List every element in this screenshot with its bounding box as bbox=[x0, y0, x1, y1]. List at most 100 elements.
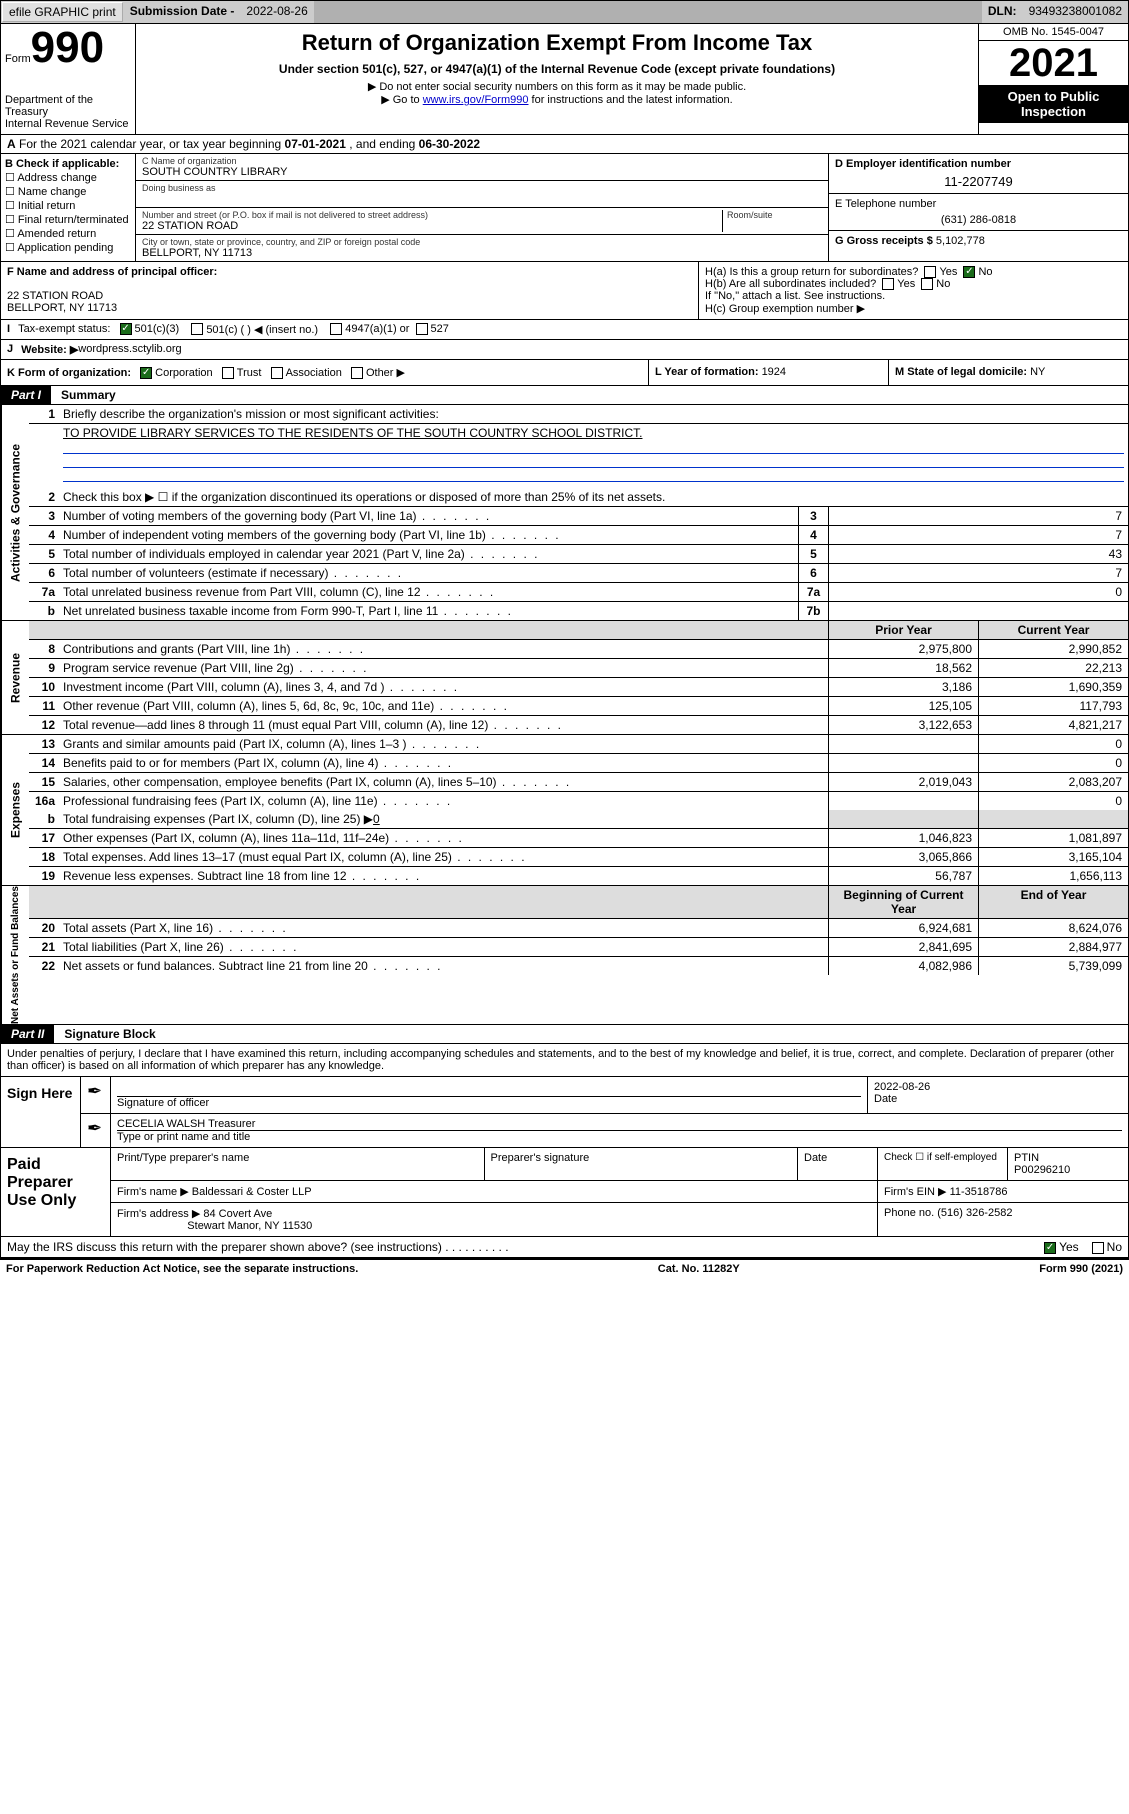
tax-exempt-label: Tax-exempt status: bbox=[18, 323, 110, 335]
declaration-text: Under penalties of perjury, I declare th… bbox=[0, 1044, 1129, 1077]
chk-initial-return[interactable]: ☐ Initial return bbox=[5, 199, 131, 212]
firm-addr2: Stewart Manor, NY 11530 bbox=[187, 1220, 312, 1232]
ha-no-checkbox[interactable]: ✓ bbox=[963, 266, 975, 278]
website-label: Website: ▶ bbox=[21, 343, 78, 356]
signature-date: 2022-08-26 bbox=[874, 1081, 1122, 1093]
form-id-block: Form990 Department of the Treasury Inter… bbox=[1, 24, 136, 134]
date-label: Date bbox=[874, 1093, 897, 1105]
officer-name-title: CECELIA WALSH Treasurer bbox=[117, 1118, 255, 1130]
section-net-assets: Net Assets or Fund Balances Beginning of… bbox=[0, 886, 1129, 1025]
chk-trust[interactable] bbox=[222, 367, 234, 379]
city-state-zip: BELLPORT, NY 11713 bbox=[142, 247, 822, 259]
chk-association[interactable] bbox=[271, 367, 283, 379]
ptin-value: P00296210 bbox=[1014, 1164, 1070, 1176]
section-expenses: Expenses 13Grants and similar amounts pa… bbox=[0, 735, 1129, 886]
row-i: I Tax-exempt status: ✓501(c)(3) 501(c) (… bbox=[0, 320, 1129, 340]
form-word: Form bbox=[5, 53, 31, 65]
m-label: M State of legal domicile: bbox=[895, 366, 1030, 378]
opt-501c: 501(c) ( ) ◀ (insert no.) bbox=[206, 323, 318, 336]
ein-label: D Employer identification number bbox=[835, 158, 1011, 170]
part-ii-tag: Part II bbox=[1, 1025, 54, 1043]
governance-vlabel: Activities & Governance bbox=[1, 405, 29, 620]
city-label: City or town, state or province, country… bbox=[142, 237, 822, 247]
org-name-label: C Name of organization bbox=[142, 156, 822, 166]
omb-number: OMB No. 1545-0047 bbox=[979, 24, 1128, 41]
mission-text: TO PROVIDE LIBRARY SERVICES TO THE RESID… bbox=[63, 426, 642, 440]
chk-4947[interactable] bbox=[330, 323, 342, 335]
officer-label: F Name and address of principal officer: bbox=[7, 266, 217, 278]
firm-name-label: Firm's name ▶ bbox=[117, 1186, 192, 1198]
ha-yes-label: Yes bbox=[939, 266, 957, 278]
firm-phone-label: Phone no. bbox=[884, 1207, 937, 1219]
block-k: K Form of organization: ✓Corporation Tru… bbox=[1, 360, 648, 385]
hb-no-label: No bbox=[936, 278, 950, 290]
ha-label: H(a) Is this a group return for subordin… bbox=[705, 266, 918, 278]
row-a-mid: , and ending bbox=[349, 137, 418, 151]
line-16b-value: 0 bbox=[373, 812, 380, 826]
preparer-label: Paid Preparer Use Only bbox=[1, 1148, 111, 1236]
part-i-title: Summary bbox=[51, 386, 126, 404]
dln-label: DLN: bbox=[982, 1, 1023, 23]
officer-addr1: 22 STATION ROAD bbox=[7, 290, 103, 302]
part-ii-title: Signature Block bbox=[54, 1025, 165, 1043]
expenses-vlabel: Expenses bbox=[1, 735, 29, 885]
tax-year: 2021 bbox=[979, 41, 1128, 85]
hb-note: If "No," attach a list. See instructions… bbox=[705, 290, 1122, 302]
chk-501c3[interactable]: ✓ bbox=[120, 323, 132, 335]
irs-link[interactable]: www.irs.gov/Form990 bbox=[423, 94, 529, 106]
top-toolbar: efile GRAPHIC print Submission Date - 20… bbox=[0, 0, 1129, 24]
chk-name-change[interactable]: ☐ Name change bbox=[5, 185, 131, 198]
toolbar-spacer bbox=[314, 1, 982, 23]
firm-name: Baldessari & Coster LLP bbox=[192, 1186, 312, 1198]
part-i-tag: Part I bbox=[1, 386, 51, 404]
chk-other[interactable] bbox=[351, 367, 363, 379]
dba-label: Doing business as bbox=[142, 183, 822, 193]
gross-receipts-label: G Gross receipts $ bbox=[835, 235, 936, 247]
note-goto-pre: Go to bbox=[393, 94, 423, 106]
opt-501c3: 501(c)(3) bbox=[135, 323, 180, 335]
hb-yes-label: Yes bbox=[897, 278, 915, 290]
submission-date-value: 2022-08-26 bbox=[240, 1, 313, 23]
page-footer: For Paperwork Reduction Act Notice, see … bbox=[0, 1258, 1129, 1278]
preparer-block: Paid Preparer Use Only Print/Type prepar… bbox=[0, 1148, 1129, 1237]
hb-no-checkbox[interactable] bbox=[921, 278, 933, 290]
prep-name-label: Print/Type preparer's name bbox=[111, 1148, 485, 1180]
may-no-checkbox[interactable] bbox=[1092, 1242, 1104, 1254]
hb-yes-checkbox[interactable] bbox=[882, 278, 894, 290]
prep-date-label: Date bbox=[798, 1148, 878, 1180]
chk-final-return[interactable]: ☐ Final return/terminated bbox=[5, 213, 131, 226]
chk-501c[interactable] bbox=[191, 323, 203, 335]
firm-ein-label: Firm's EIN ▶ bbox=[884, 1186, 950, 1198]
form-id-footer: Form 990 (2021) bbox=[1039, 1263, 1123, 1275]
identity-block: B Check if applicable: ☐ Address change … bbox=[0, 154, 1129, 262]
chk-application-pending[interactable]: ☐ Application pending bbox=[5, 241, 131, 254]
chk-corporation[interactable]: ✓ bbox=[140, 367, 152, 379]
col-end-year: End of Year bbox=[978, 886, 1128, 918]
hb-label: H(b) Are all subordinates included? bbox=[705, 278, 876, 290]
prep-self-employed: Check ☐ if self-employed bbox=[878, 1148, 1008, 1180]
arrow-icon bbox=[381, 94, 392, 106]
form-title-block: Return of Organization Exempt From Incom… bbox=[136, 24, 978, 134]
opt-association: Association bbox=[286, 367, 342, 379]
name-title-label: Type or print name and title bbox=[117, 1131, 250, 1143]
ha-yes-checkbox[interactable] bbox=[924, 266, 936, 278]
line-16b-v1 bbox=[828, 810, 978, 828]
sign-block: Sign Here ✒ Signature of officer 2022-08… bbox=[0, 1077, 1129, 1148]
opt-4947: 4947(a)(1) or bbox=[345, 323, 409, 335]
dln-value: 93493238001082 bbox=[1023, 1, 1128, 23]
block-h: H(a) Is this a group return for subordin… bbox=[698, 262, 1128, 319]
cat-no: Cat. No. 11282Y bbox=[658, 1263, 740, 1275]
net-assets-vlabel: Net Assets or Fund Balances bbox=[1, 886, 29, 1024]
may-discuss-row: May the IRS discuss this return with the… bbox=[0, 1237, 1129, 1258]
may-yes-checkbox[interactable]: ✓ bbox=[1044, 1242, 1056, 1254]
prep-sig-label: Preparer's signature bbox=[485, 1148, 798, 1180]
chk-527[interactable] bbox=[416, 323, 428, 335]
note-ssn: Do not enter social security numbers on … bbox=[379, 81, 746, 93]
sign-here-label: Sign Here bbox=[1, 1077, 81, 1147]
section-governance: Activities & Governance 1Briefly describ… bbox=[0, 405, 1129, 621]
chk-amended-return[interactable]: ☐ Amended return bbox=[5, 227, 131, 240]
revenue-vlabel: Revenue bbox=[1, 621, 29, 734]
chk-address-change[interactable]: ☐ Address change bbox=[5, 171, 131, 184]
efile-print-button[interactable]: efile GRAPHIC print bbox=[2, 2, 123, 22]
opt-other: Other ▶ bbox=[366, 367, 405, 379]
